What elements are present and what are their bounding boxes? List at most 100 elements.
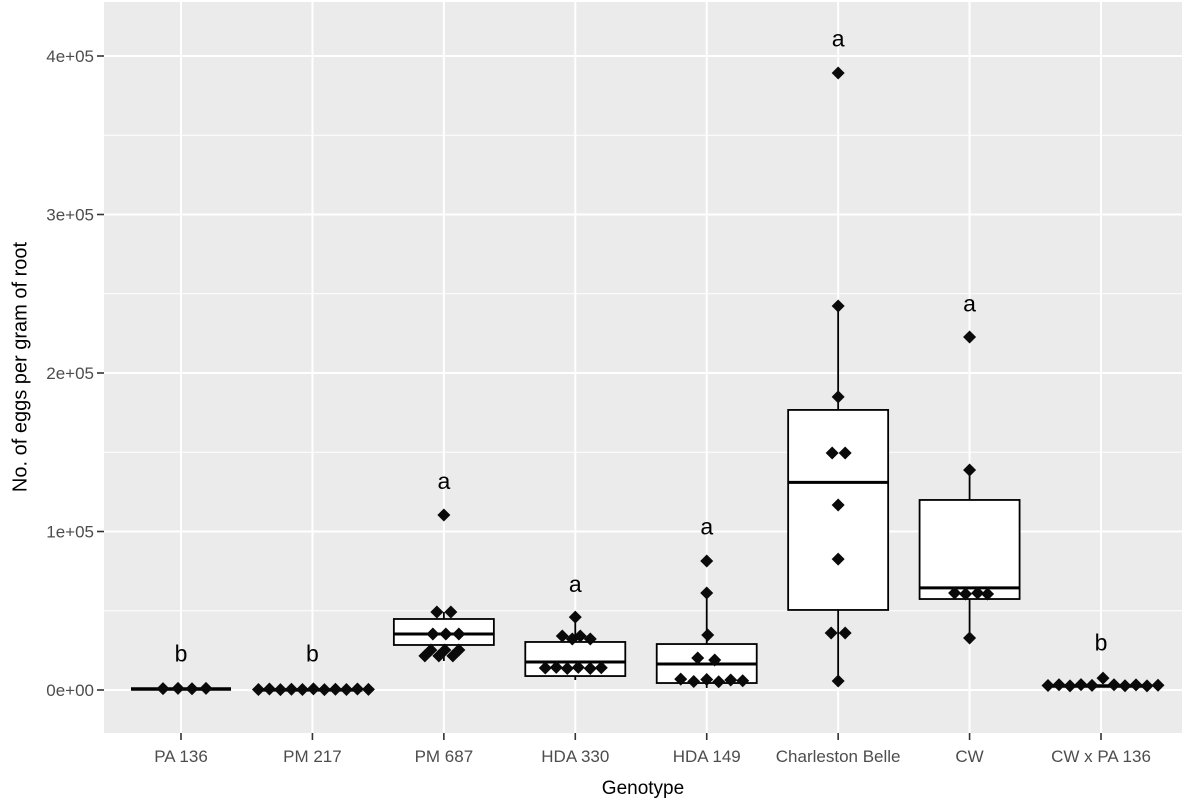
significance-letter: b [306, 641, 319, 667]
data-point-diamond [963, 330, 977, 344]
data-point-diamond [971, 586, 985, 600]
data-point-diamond [1085, 678, 1099, 692]
significance-letter: b [175, 641, 188, 667]
data-point-diamond [831, 674, 845, 688]
data-point-diamond [339, 683, 353, 697]
data-point-diamond [825, 446, 839, 460]
data-point-diamond [708, 653, 722, 667]
x-tick-label: CW x PA 136 [1051, 747, 1151, 766]
data-point-diamond [1107, 678, 1121, 692]
data-point-diamond [838, 626, 852, 640]
data-point-diamond [262, 682, 276, 696]
data-point-diamond [831, 66, 845, 80]
x-axis-title: Genotype [601, 778, 685, 799]
data-point-diamond [1151, 678, 1165, 692]
data-point-diamond [963, 463, 977, 477]
data-point-diamond [700, 673, 714, 687]
boxplot-cw [918, 330, 1021, 645]
boxplot-cw-x-pa-136 [1041, 671, 1165, 693]
data-point-diamond [691, 651, 705, 665]
data-point-diamond [1140, 679, 1154, 693]
significance-letter: a [437, 468, 450, 494]
data-point-diamond [1118, 679, 1132, 693]
data-point-diamond [959, 587, 973, 601]
plot-panel [104, 2, 1182, 733]
data-point-diamond [306, 682, 320, 696]
data-point-diamond [437, 508, 451, 522]
significance-letter: b [1095, 629, 1108, 655]
data-point-diamond [1096, 671, 1110, 685]
y-tick-label: 3e+05 [46, 206, 94, 225]
data-point-diamond [555, 629, 569, 643]
y-axis-title: No. of eggs per gram of root [9, 241, 32, 493]
data-point-diamond [1129, 678, 1143, 692]
data-point-diamond [1041, 679, 1055, 693]
data-point-diamond [317, 683, 331, 697]
data-point-diamond [273, 683, 287, 697]
data-point-diamond [426, 627, 440, 641]
data-point-diamond [538, 661, 552, 675]
x-tick-label: CW [955, 747, 983, 766]
data-point-diamond [284, 682, 298, 696]
box [918, 499, 1021, 600]
data-point-diamond [831, 552, 845, 566]
data-point-diamond [439, 627, 453, 641]
significance-letter: a [963, 290, 976, 316]
x-tick-label: PM 217 [283, 747, 342, 766]
data-point-diamond [831, 498, 845, 512]
data-point-diamond [981, 587, 995, 601]
data-point-diamond [594, 661, 608, 675]
data-point-diamond [350, 682, 364, 696]
data-point-diamond [444, 605, 458, 619]
data-point-diamond [583, 632, 597, 646]
data-point-diamond [560, 661, 574, 675]
data-point-diamond [446, 649, 460, 663]
data-point-diamond [963, 631, 977, 645]
data-point-diamond [185, 682, 199, 696]
data-point-diamond [1074, 678, 1088, 692]
significance-letter: a [700, 514, 713, 540]
boxplot-pm-687 [392, 508, 495, 663]
x-tick-label: HDA 330 [541, 747, 609, 766]
data-point-diamond [701, 628, 715, 642]
data-point-diamond [568, 610, 582, 624]
y-tick-label: 2e+05 [46, 364, 94, 383]
data-point-diamond [549, 660, 563, 674]
data-point-diamond [452, 627, 466, 641]
data-point-diamond [948, 586, 962, 600]
data-point-diamond [432, 649, 446, 663]
significance-letter: a [569, 571, 582, 597]
box [524, 641, 627, 677]
x-tick-label: PA 136 [154, 747, 208, 766]
x-tick-label: PM 687 [415, 747, 474, 766]
data-point-diamond [824, 626, 838, 640]
boxplot-hda-330 [524, 610, 627, 681]
data-point-diamond [328, 682, 342, 696]
boxplot-pm-217 [251, 682, 375, 697]
data-point-diamond [1063, 679, 1077, 693]
data-point-diamond [831, 390, 845, 404]
data-point-diamond [171, 681, 185, 695]
significance-letter: a [832, 26, 845, 52]
y-tick-label: 1e+05 [46, 523, 94, 542]
data-point-diamond [583, 661, 597, 675]
data-point-diamond [156, 682, 170, 696]
boxplot-hda-149 [655, 554, 758, 689]
data-point-diamond [838, 446, 852, 460]
data-point-diamond [687, 674, 701, 688]
y-tick-label: 4e+05 [46, 47, 94, 66]
x-tick-label: Charleston Belle [776, 747, 901, 766]
data-point-diamond [430, 605, 444, 619]
data-point-diamond [736, 674, 750, 688]
data-point-diamond [724, 673, 738, 687]
data-point-diamond [295, 683, 309, 697]
data-point-diamond [418, 649, 432, 663]
data-point-diamond [700, 586, 714, 600]
data-point-diamond [361, 682, 375, 696]
data-point-diamond [573, 629, 587, 643]
data-point-diamond [199, 681, 213, 695]
data-point-diamond [674, 672, 688, 686]
y-tick-label: 0e+00 [46, 681, 94, 700]
boxplot-charleston-belle [787, 66, 890, 688]
